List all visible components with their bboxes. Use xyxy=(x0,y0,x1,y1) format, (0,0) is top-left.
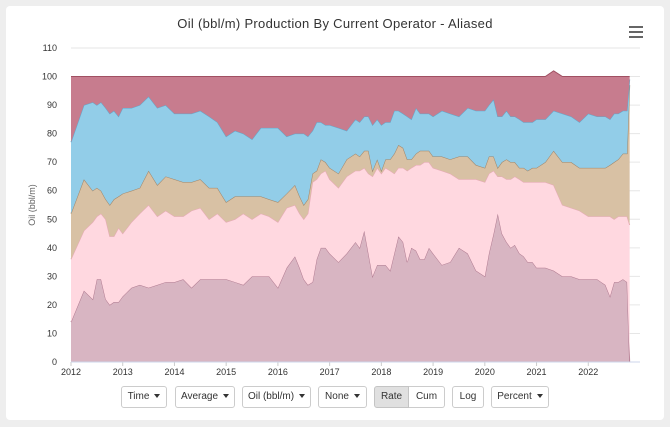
none-dropdown-button[interactable]: None xyxy=(318,386,367,408)
oil-unit-dropdown-label: Oil (bbl/m) xyxy=(247,391,295,402)
caret-down-icon xyxy=(299,394,306,399)
oil-unit-dropdown-button[interactable]: Oil (bbl/m) xyxy=(242,386,311,408)
caret-down-icon xyxy=(536,394,543,399)
x-tick-label: 2020 xyxy=(475,367,495,377)
caret-down-icon xyxy=(154,394,161,399)
y-tick-label: 80 xyxy=(47,129,57,139)
x-tick-label: 2017 xyxy=(320,367,340,377)
y-tick-label: 10 xyxy=(47,328,57,338)
area-series-2 xyxy=(71,162,630,362)
x-tick-label: 2012 xyxy=(61,367,81,377)
area-series-4 xyxy=(71,79,630,214)
none-dropdown-label: None xyxy=(325,391,349,402)
log-toggle-button[interactable]: Log xyxy=(452,386,484,408)
x-tick-label: 2022 xyxy=(578,367,598,377)
x-tick-label: 2013 xyxy=(113,367,133,377)
x-tick-label: 2016 xyxy=(268,367,288,377)
percent-dropdown-label: Percent xyxy=(497,391,532,402)
area-series-5 xyxy=(71,70,630,143)
caret-down-icon xyxy=(353,394,360,399)
y-tick-label: 40 xyxy=(47,243,57,253)
y-tick-label: 30 xyxy=(47,271,57,281)
y-tick-label: 60 xyxy=(47,186,57,196)
average-dropdown-label: Average xyxy=(180,391,219,402)
x-tick-label: 2018 xyxy=(371,367,391,377)
y-tick-label: 0 xyxy=(52,357,57,367)
x-tick-label: 2019 xyxy=(423,367,443,377)
x-tick-label: 2021 xyxy=(527,367,547,377)
hamburger-menu-icon[interactable] xyxy=(629,26,643,38)
time-dropdown-button[interactable]: Time xyxy=(121,386,167,408)
area-series-3 xyxy=(71,85,630,260)
y-tick-label: 50 xyxy=(47,214,57,224)
average-dropdown-button[interactable]: Average xyxy=(175,386,235,408)
caret-down-icon xyxy=(223,394,230,399)
y-tick-label: 20 xyxy=(47,300,57,310)
cum-toggle-button[interactable]: Cum xyxy=(409,386,445,408)
rate-toggle-button[interactable]: Rate xyxy=(374,386,409,408)
area-series-line-5 xyxy=(71,70,630,78)
y-tick-label: 110 xyxy=(43,43,57,53)
y-tick-label: 70 xyxy=(47,157,57,167)
y-tick-label: 90 xyxy=(47,100,57,110)
percent-dropdown-button[interactable]: Percent xyxy=(491,386,549,408)
y-axis-label: Oil (bbl/m) xyxy=(27,184,37,226)
chart-controls: Time Average Oil (bbl/m) None Rate Cum L… xyxy=(0,386,670,410)
chart-title: Oil (bbl/m) Production By Current Operat… xyxy=(177,16,493,31)
y-tick-label: 100 xyxy=(42,72,57,82)
x-tick-label: 2015 xyxy=(216,367,236,377)
x-tick-label: 2014 xyxy=(164,367,184,377)
time-dropdown-label: Time xyxy=(127,391,150,402)
